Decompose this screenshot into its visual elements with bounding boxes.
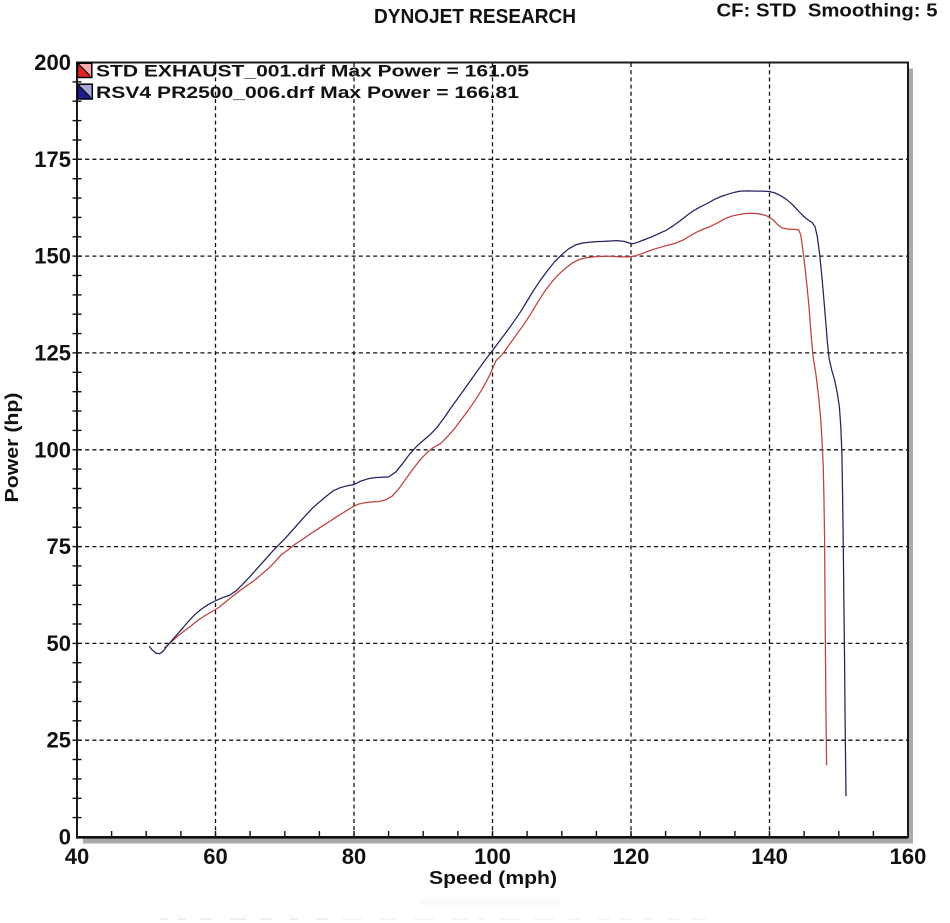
svg-text:75: 75 xyxy=(47,534,71,559)
svg-text:125: 125 xyxy=(34,340,71,365)
svg-text:40: 40 xyxy=(65,844,89,869)
svg-text:80: 80 xyxy=(342,844,366,869)
svg-text:100: 100 xyxy=(34,437,71,462)
svg-text:200: 200 xyxy=(34,50,71,75)
svg-text:120: 120 xyxy=(613,844,650,869)
svg-text:RSV4 PR2500_006.drf Max Power: RSV4 PR2500_006.drf Max Power = 166.81 xyxy=(96,84,519,102)
svg-text:175: 175 xyxy=(34,147,71,172)
svg-text:150: 150 xyxy=(34,244,71,269)
svg-text:160: 160 xyxy=(890,844,927,869)
svg-text:100: 100 xyxy=(474,844,511,869)
svg-text:DYNOJET RESEARCH: DYNOJET RESEARCH xyxy=(374,6,576,28)
svg-text:0: 0 xyxy=(59,825,71,850)
svg-text:50: 50 xyxy=(47,631,71,656)
svg-text:140: 140 xyxy=(751,844,788,869)
svg-text:CF: STD Smoothing: 5: CF: STD Smoothing: 5 xyxy=(717,1,938,21)
svg-text:Speed (mph): Speed (mph) xyxy=(429,868,557,888)
svg-text:Power (hp): Power (hp) xyxy=(2,392,22,502)
svg-text:60: 60 xyxy=(203,844,227,869)
svg-text:25: 25 xyxy=(47,728,71,753)
svg-text:STD EXHAUST_001.drf Max Power: STD EXHAUST_001.drf Max Power = 161.05 xyxy=(96,63,529,81)
